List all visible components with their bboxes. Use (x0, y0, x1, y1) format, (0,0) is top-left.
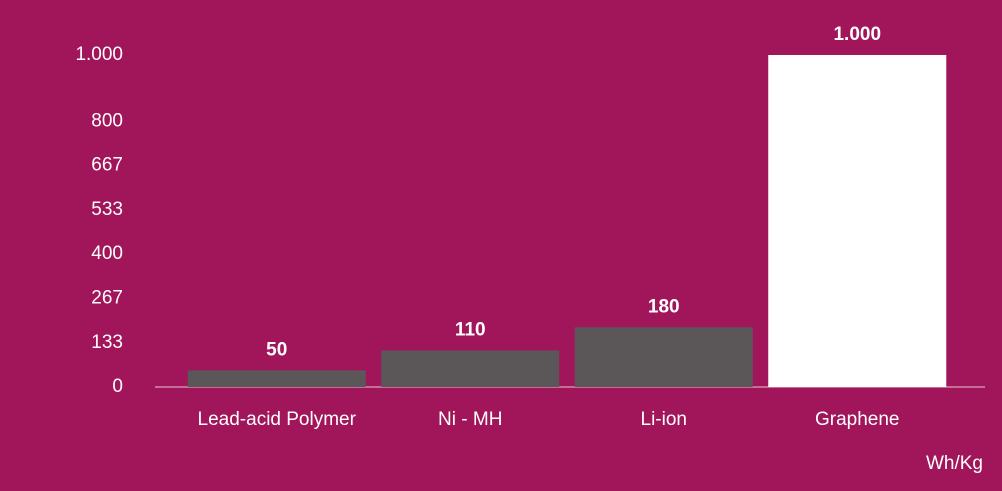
bar (187, 370, 366, 387)
value-label: 180 (648, 296, 680, 317)
y-tick-label: 667 (91, 155, 123, 176)
value-label: 1.000 (833, 24, 881, 45)
value-label: 110 (455, 319, 486, 340)
x-tick-label: Lead-acid Polymer (198, 409, 357, 430)
y-tick-label: 1.000 (75, 44, 123, 65)
axis-unit: Wh/Kg (926, 453, 983, 474)
x-tick-label: Li-ion (641, 409, 687, 430)
x-tick-label: Ni - MH (438, 409, 502, 430)
y-tick-label: 800 (91, 110, 123, 131)
bar (768, 55, 947, 387)
value-label: 50 (266, 339, 287, 360)
bar (381, 350, 560, 387)
y-tick-label: 267 (91, 287, 123, 308)
y-tick-label: 533 (91, 199, 123, 220)
x-tick-label: Graphene (815, 409, 900, 430)
bar (574, 327, 753, 387)
y-tick-label: 0 (112, 376, 123, 397)
y-tick-label: 400 (91, 243, 123, 264)
y-tick-label: 133 (91, 332, 123, 353)
